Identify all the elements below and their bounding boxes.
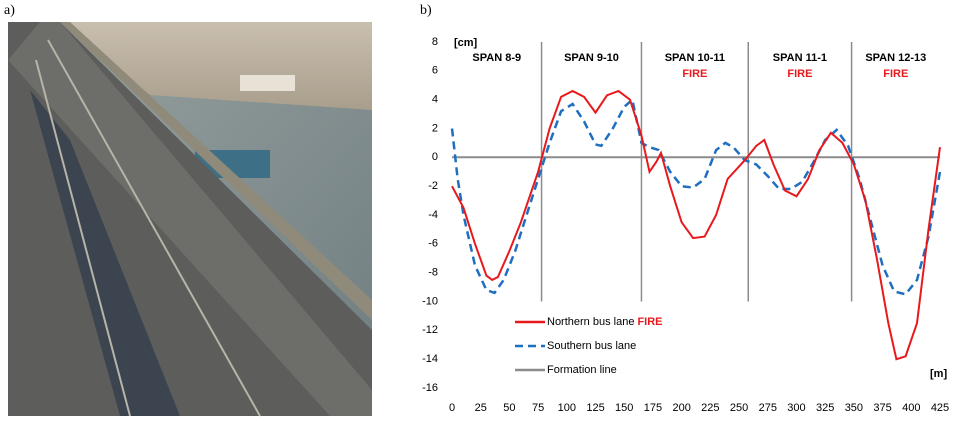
x-tick-label: 175	[644, 402, 662, 414]
x-tick-label: 275	[759, 402, 777, 414]
y-tick-label: 2	[432, 122, 438, 134]
x-tick-label: 250	[730, 402, 748, 414]
span-label: SPAN 11-1	[773, 52, 827, 64]
x-tick-label: 375	[873, 402, 891, 414]
span-note: FIRE	[787, 68, 812, 80]
panel-label: a)	[4, 3, 15, 18]
y-tick-label: -8	[428, 267, 438, 279]
x-tick-label: 75	[532, 402, 544, 414]
x-tick-label: 25	[475, 402, 487, 414]
y-tick-label: -16	[422, 382, 438, 394]
x-tick-label: 100	[558, 402, 576, 414]
y-tick-label: 8	[432, 36, 438, 48]
x-tick-label: 200	[672, 402, 690, 414]
y-tick-label: 6	[432, 65, 438, 77]
x-tick-label: 150	[615, 402, 633, 414]
x-tick-label: 425	[931, 402, 949, 414]
x-tick-label: 325	[816, 402, 834, 414]
span-label: SPAN 12-13	[865, 52, 926, 64]
y-tick-label: -14	[422, 353, 438, 365]
y-tick-label: -6	[428, 238, 438, 250]
x-tick-label: 50	[503, 402, 515, 414]
panel-label: b)	[420, 3, 432, 18]
y-tick-label: 4	[432, 94, 438, 106]
span-note: FIRE	[682, 68, 707, 80]
x-tick-label: 225	[701, 402, 719, 414]
x-axis-label: [m]	[930, 368, 947, 380]
span-label: SPAN 8-9	[472, 52, 521, 64]
series-line	[450, 97, 942, 296]
span-label: SPAN 10-11	[665, 52, 725, 64]
legend-label: Southern bus lane	[547, 340, 636, 352]
y-tick-label: -4	[428, 209, 438, 221]
y-axis-label: [cm]	[454, 37, 478, 49]
legend-label: Formation line	[547, 364, 617, 376]
y-tick-label: -12	[422, 324, 438, 336]
y-tick-label: -10	[422, 295, 438, 307]
legend-label: Northern bus lane	[547, 316, 634, 328]
x-tick-label: 400	[902, 402, 920, 414]
x-tick-label: 350	[845, 402, 863, 414]
legend-annotation: FIRE	[637, 316, 662, 328]
x-tick-label: 300	[787, 402, 805, 414]
span-label: SPAN 9-10	[564, 52, 619, 64]
x-tick-label: 0	[449, 402, 455, 414]
y-tick-label: 0	[432, 151, 438, 163]
photo	[8, 22, 372, 417]
series-line	[451, 89, 941, 361]
span-note: FIRE	[883, 68, 908, 80]
x-tick-label: 125	[586, 402, 604, 414]
y-tick-label: -2	[428, 180, 438, 192]
